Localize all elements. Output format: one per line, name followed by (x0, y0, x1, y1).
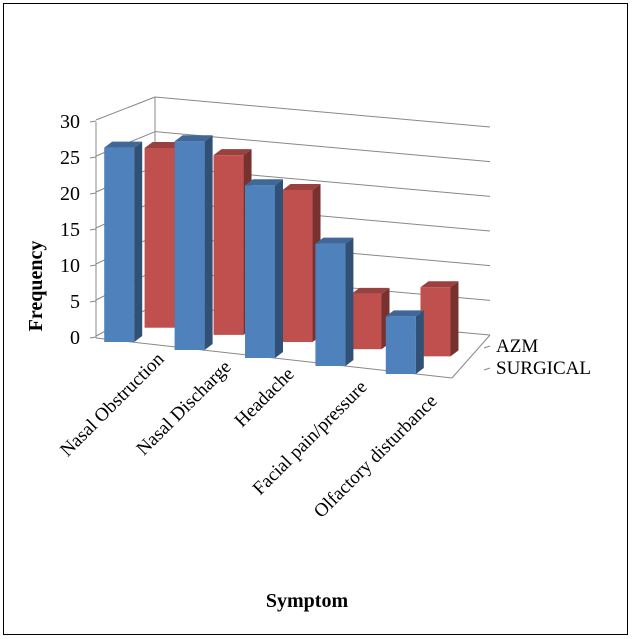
bar-top-face (104, 141, 143, 148)
bar-top-face (245, 179, 283, 186)
bar-front-face (351, 293, 382, 350)
bar-front-face (144, 148, 175, 328)
bar-front-face (385, 316, 416, 374)
y-tick-label: 15 (60, 219, 80, 241)
bar-side-face (345, 237, 354, 366)
y-tick (89, 300, 97, 303)
y-tick (89, 156, 97, 159)
y-tick-label: 30 (60, 111, 80, 133)
gridline (154, 96, 491, 128)
bar-front-face (104, 147, 135, 342)
series-label-azm: AZM (496, 336, 538, 357)
bar-side-face (415, 310, 424, 374)
bar-azm-0 (104, 141, 143, 342)
bar-front-face (213, 155, 244, 335)
y-tick (89, 264, 97, 267)
bar-side-face (450, 281, 459, 357)
y-tick (89, 336, 97, 339)
bar-azm-4 (385, 310, 424, 374)
depth-axis-line (451, 334, 491, 379)
bar-front-face (315, 243, 346, 366)
bar-top-face (144, 142, 183, 149)
bars-layer (104, 135, 459, 374)
x-tick-label: Headache (231, 364, 299, 432)
bar-front-face (245, 185, 275, 358)
x-axis-title: Symptom (266, 590, 349, 612)
bar-surgical-4 (420, 281, 459, 357)
y-tick-label: 5 (70, 291, 80, 313)
depth-tick (483, 367, 491, 371)
depth-tick (483, 345, 491, 349)
y-tick (89, 120, 97, 123)
bar-surgical-3 (351, 287, 390, 350)
bar-top-face (282, 183, 321, 190)
bar-top-face (213, 149, 252, 156)
bar-front-face (174, 141, 205, 350)
bar-azm-3 (315, 237, 354, 366)
bar-top-face (420, 281, 459, 288)
y-axis-title: Frequency (25, 241, 47, 332)
bar-surgical-2 (282, 183, 321, 343)
y-tick-label: 25 (60, 147, 80, 169)
side-gridline (95, 96, 156, 121)
bar-top-face (174, 135, 213, 142)
bar-side-face (134, 141, 143, 342)
bar-azm-2 (245, 179, 283, 358)
bar-top-face (351, 287, 390, 294)
y-tick-label: 0 (70, 327, 80, 349)
bar-front-face (282, 189, 313, 343)
y-tick (89, 192, 97, 195)
bar-side-face (275, 179, 283, 358)
bar-top-face (385, 310, 424, 317)
bar-top-face (315, 237, 354, 244)
y-tick-label: 20 (60, 183, 80, 205)
y-tick (89, 228, 97, 231)
bar-side-face (204, 135, 213, 350)
y-tick-label: 10 (60, 255, 80, 277)
bar-front-face (420, 287, 451, 357)
bar-azm-1 (174, 135, 213, 350)
series-label-surgical: SURGICAL (496, 358, 591, 379)
